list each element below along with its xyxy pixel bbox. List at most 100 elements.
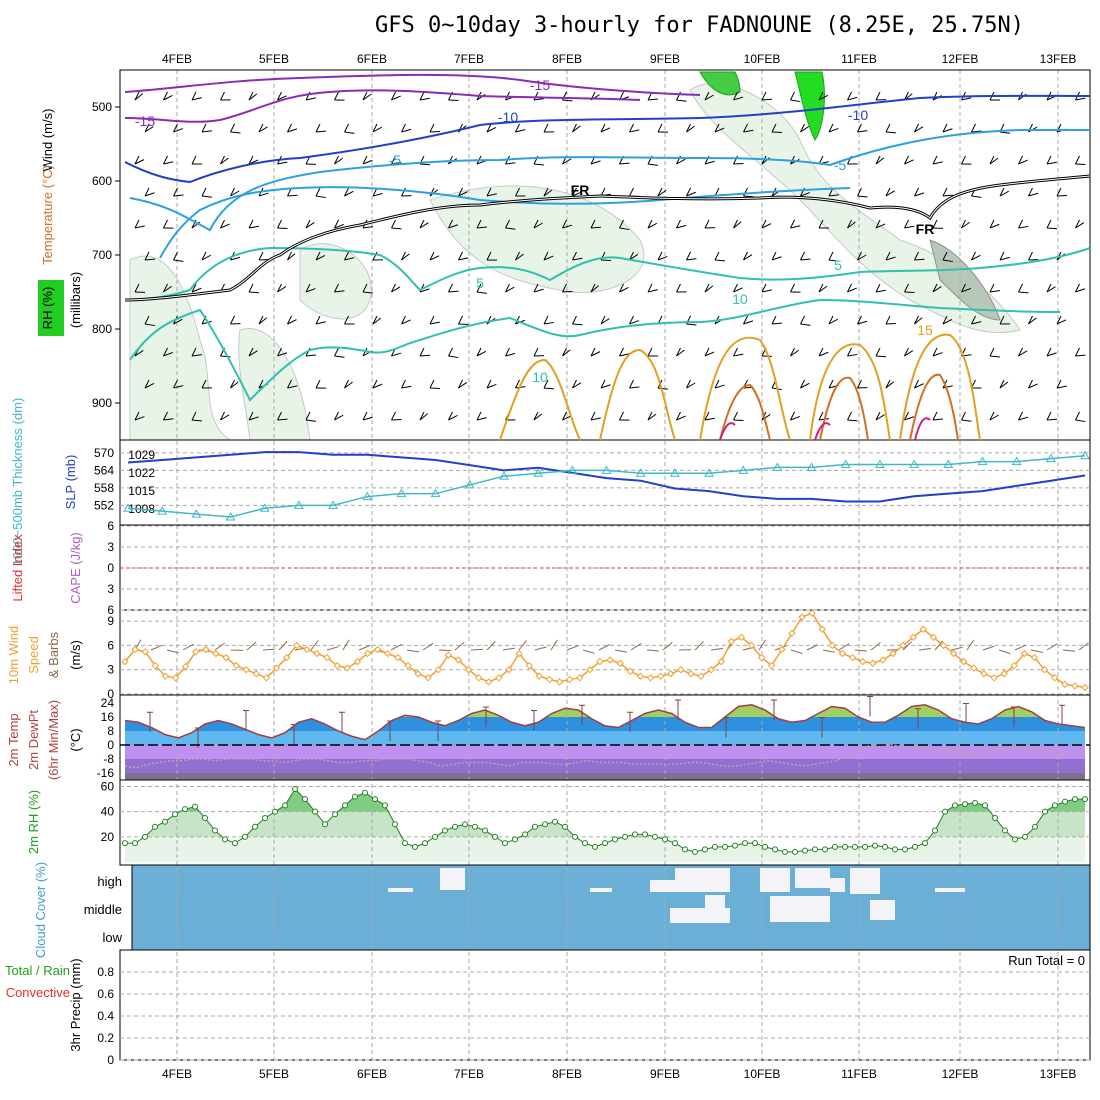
- wind-barb-upper: [401, 253, 410, 261]
- wind-barb-upper: [572, 382, 582, 389]
- wind-barb-10m: [518, 640, 527, 651]
- wind-barb-flag: [914, 315, 919, 325]
- wind-barb-upper: [429, 130, 441, 133]
- wind-barb-upper: [163, 351, 174, 357]
- wind-barb-10m: [1046, 643, 1058, 651]
- thickness-marker: [259, 503, 270, 512]
- rh2m-marker: [722, 843, 728, 850]
- thickness-marker: [875, 459, 885, 468]
- wind-speed-marker: [707, 666, 715, 674]
- wind-speed-marker: [949, 649, 958, 658]
- wind-barb-upper: [942, 319, 953, 325]
- wind-barb-upper: [847, 353, 858, 357]
- wind-barb-10m: [598, 644, 610, 651]
- wind-barb-upper: [476, 350, 487, 357]
- rh2m-marker: [512, 836, 518, 843]
- wind-barb-flag: [1046, 347, 1052, 357]
- rh2m-marker: [232, 840, 238, 847]
- wind-barb-flag: [704, 347, 710, 357]
- wind-barb-flag: [401, 379, 406, 389]
- wind-barb-flag: [429, 187, 435, 197]
- wind-barb-flag: [847, 347, 852, 357]
- wind-barb-flag: [885, 315, 891, 325]
- li-tick: 6: [107, 603, 114, 617]
- wind-barb-upper: [790, 225, 801, 229]
- wind-barb-flag: [391, 155, 396, 165]
- rh-high-area: [699, 71, 741, 96]
- wind-barb-upper: [1075, 97, 1086, 101]
- rh2m-marker: [242, 833, 248, 840]
- thickness-marker: [362, 491, 373, 501]
- wind-barb-10m: [662, 642, 673, 651]
- wind-barb-upper: [828, 194, 839, 197]
- wind-barb-flag: [828, 379, 834, 389]
- wind-barb-upper: [287, 194, 298, 197]
- rh2m-marker: [382, 802, 388, 809]
- wind-barb-10m: [630, 643, 642, 651]
- thickness-line: [127, 455, 1086, 518]
- wind-barb-upper: [999, 190, 1009, 197]
- wind-barb-upper: [932, 418, 943, 421]
- wind-barb-flag: [771, 315, 777, 325]
- wind-barb-upper: [800, 258, 811, 261]
- wind-barb-flag: [590, 283, 596, 293]
- rh2m-marker: [1052, 802, 1058, 809]
- pressure-tick-label: 900: [92, 396, 112, 410]
- wind-barb-flag: [1075, 411, 1080, 421]
- wind-barb-upper: [163, 285, 172, 293]
- wind-barb-upper: [448, 355, 459, 359]
- wind-barb-flag: [989, 411, 995, 421]
- wind-barb-flag: [334, 219, 339, 229]
- rh-tick: 20: [101, 830, 115, 844]
- wind-barb-flag: [277, 283, 282, 293]
- wind-barb-upper: [248, 416, 259, 421]
- wind-speed-marker: [272, 664, 281, 672]
- ylabel-temperature: Temperature (°C): [40, 165, 55, 265]
- wind-barb-upper: [448, 224, 459, 229]
- wind-speed-marker: [1040, 666, 1049, 674]
- rh2m-marker: [202, 814, 208, 821]
- wind-barb-upper: [619, 287, 629, 293]
- wind-barb-flag: [790, 219, 795, 229]
- wind-speed-marker: [737, 633, 746, 642]
- cloud-block: [760, 868, 790, 892]
- wind-tick: 3: [107, 663, 114, 677]
- wind-barb-upper: [676, 99, 687, 102]
- wind-barb-upper: [600, 318, 610, 325]
- wind-barb-upper: [904, 350, 914, 357]
- wind-barb-flag: [619, 411, 624, 421]
- date-tick-label-bottom: 13FEB: [1040, 1067, 1077, 1081]
- wind-speed-marker: [757, 653, 766, 662]
- rh2m-marker: [142, 833, 148, 840]
- pressure-tick-label: 800: [92, 322, 112, 336]
- wind-barb-flag: [629, 123, 634, 133]
- wind-barb-flag: [305, 283, 311, 293]
- rh2m-marker: [472, 823, 478, 830]
- wind-barb-flag: [201, 187, 207, 197]
- wind-speed-marker: [555, 678, 564, 686]
- wind-barb-upper: [277, 161, 288, 165]
- wind-barb-flag: [619, 347, 624, 357]
- rh2m-marker: [402, 840, 408, 847]
- wind-barb-upper: [419, 354, 431, 357]
- wind-barb-flag: [572, 123, 577, 133]
- wind-barb-flag: [733, 411, 738, 421]
- thickness-marker: [123, 503, 133, 512]
- wind-barb-flag: [401, 123, 406, 133]
- wind-barb-upper: [362, 93, 372, 101]
- wind-barb-flag: [476, 347, 482, 357]
- wind-barb-upper: [144, 383, 155, 389]
- wind-barb-upper: [429, 387, 441, 390]
- wind-barb-upper: [248, 291, 260, 294]
- wind-barb-upper: [914, 126, 924, 133]
- wind-barb-upper: [191, 419, 202, 422]
- wind-barb-flag: [248, 283, 254, 293]
- wind-barb-flag: [847, 219, 852, 229]
- wind-barb-flag: [372, 315, 378, 325]
- rh2m-marker: [652, 833, 658, 840]
- rh-band: [125, 789, 1085, 812]
- wind-barb-upper: [277, 352, 288, 357]
- wind-barb-flag: [914, 123, 919, 133]
- wind-barb-upper: [686, 125, 695, 133]
- panel-frame: [119, 949, 1091, 1061]
